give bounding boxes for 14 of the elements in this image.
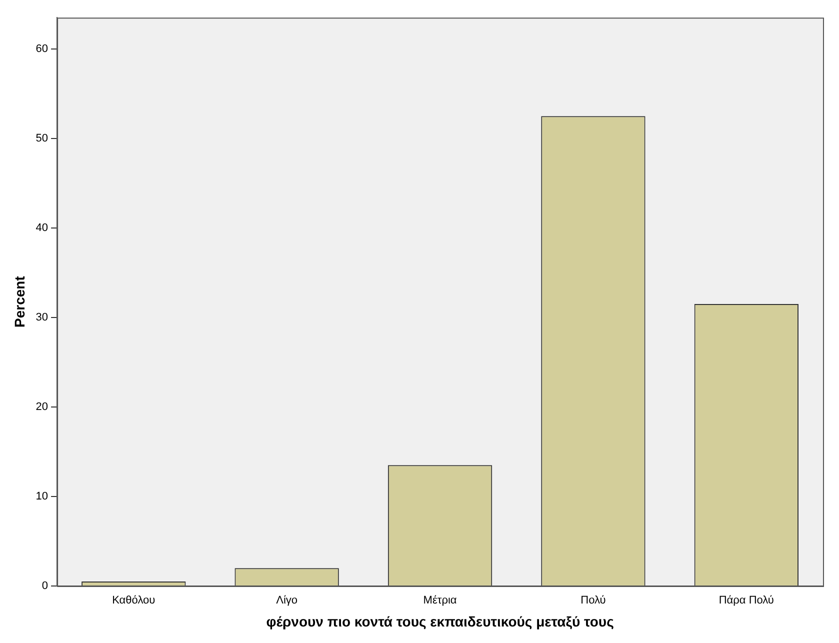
y-tick-label: 30 [36, 311, 48, 324]
y-tick-label: 60 [36, 42, 48, 55]
y-tick-label: 40 [36, 222, 48, 234]
x-tick-label: Πολύ [580, 594, 606, 607]
x-tick-label: Λίγο [276, 594, 298, 607]
x-tick-label: Μέτρια [423, 594, 458, 607]
x-tick-label: Πάρα Πολύ [718, 594, 774, 607]
y-axis-title: Percent [11, 276, 28, 328]
x-tick-label: Καθόλου [112, 594, 156, 607]
y-tick-label: 0 [42, 580, 48, 592]
y-tick-label: 50 [36, 132, 48, 144]
y-tick-label: 20 [36, 401, 48, 414]
y-tick-label: 10 [36, 490, 48, 503]
x-axis-title: φέρνουν πιο κοντά τους εκπαιδευτικούς μεταξύ τους [266, 613, 614, 630]
